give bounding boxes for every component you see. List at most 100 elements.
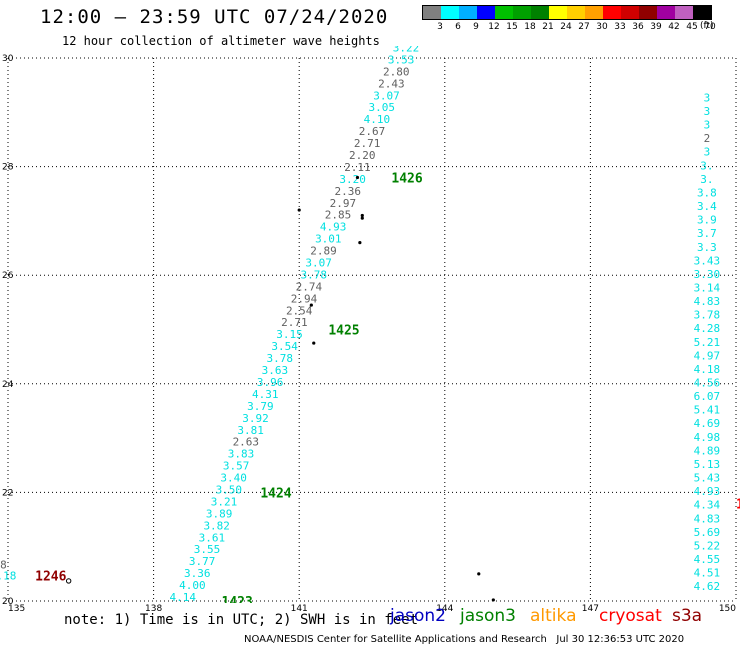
wave-height-label: 3.12	[407, 6, 434, 19]
wave-height-label: 3.43	[694, 254, 721, 267]
wave-height-label: 5.43	[694, 472, 721, 485]
data-point-marker	[358, 241, 362, 245]
wave-height-label: 3.60	[412, 0, 439, 7]
wave-height-label: 2.67	[359, 125, 386, 138]
wave-height-label: 3.30	[694, 268, 721, 281]
legend-label: 12	[488, 22, 500, 32]
x-tick-label: 147	[582, 604, 599, 614]
wave-height-label: 3.78	[267, 352, 294, 365]
wave-height-label: 3.50	[216, 483, 243, 496]
legend-swatch	[495, 6, 513, 19]
wave-height-label: 3.	[700, 173, 713, 186]
legend-swatch	[675, 6, 693, 19]
wave-height-label: 2.80	[383, 65, 410, 78]
wave-height-label: 4.51	[694, 567, 721, 580]
wave-height-label: 5.21	[694, 336, 721, 349]
legend-label: 9	[473, 22, 479, 32]
wave-height-label: 3.8	[697, 186, 717, 199]
wave-height-label: 4.69	[694, 417, 721, 430]
wave-height-label: 2.48	[0, 558, 7, 571]
wave-height-label: 5.69	[694, 526, 721, 539]
x-tick-label: 135	[8, 604, 25, 614]
wave-height-label: 3.3	[697, 241, 717, 254]
legend-swatch	[459, 6, 477, 19]
pass-time-label: 1	[736, 497, 740, 512]
pass-time-label: 1426	[391, 171, 422, 186]
wave-height-label: 4.83	[694, 512, 721, 525]
legend-swatch	[423, 6, 441, 19]
legend-swatch	[531, 6, 549, 19]
footer-notes: note: 1) Time is in UTC; 2) SWH is in fe…	[64, 612, 419, 628]
legend-label: 21	[542, 22, 554, 32]
wave-height-label: 2.63	[233, 436, 260, 449]
wave-height-label: 4.83	[694, 295, 721, 308]
y-tick-label: 30	[2, 54, 14, 64]
wave-height-label: 3.14	[694, 281, 721, 294]
wave-height-label: 3.61	[199, 531, 226, 544]
satellite-label-cryosat: cryosat	[599, 606, 662, 626]
wave-height-label: 2.36	[334, 185, 361, 198]
wave-height-label: 6.07	[694, 390, 721, 403]
wave-height-label: 2.76	[402, 18, 429, 31]
satellite-label-s3a: s3a	[672, 606, 703, 626]
x-tick-label: 144	[436, 604, 453, 614]
y-tick-label: 20	[2, 597, 14, 607]
wave-height-label: 3.04	[398, 30, 425, 43]
wave-height-label: 3.96	[257, 376, 284, 389]
wave-height-label: 3.4	[697, 200, 717, 213]
wave-height-label: 3.63	[262, 364, 289, 377]
legend-swatch	[585, 6, 603, 19]
legend-swatch	[549, 6, 567, 19]
legend-label: 42	[668, 22, 680, 32]
wave-height-label: 3	[704, 91, 711, 104]
wave-height-label: 3.57	[223, 460, 250, 473]
track-group: 3.182.482.973.113.232.604.1812464.144.00…	[0, 0, 740, 610]
satellite-label-jason3: jason3	[460, 606, 516, 626]
wave-height-label: 2.71	[354, 137, 381, 150]
legend-label: 30	[596, 22, 608, 32]
wave-height-label: 2.97	[330, 197, 357, 210]
legend-label: 6	[455, 22, 461, 32]
legend-labels: 3 6 9 12 15 18 21 24 27 30 33 36 39 42 45 70	[422, 20, 716, 34]
wave-height-label: 2.94	[291, 292, 318, 305]
wave-height-label: 3.55	[194, 543, 221, 556]
legend-label: 36	[632, 22, 644, 32]
pass-time-label: 1423	[222, 595, 253, 610]
legend-units: (ft)	[700, 21, 714, 31]
wave-height-label: 3.53	[388, 53, 415, 66]
wave-height-label: 3.92	[242, 412, 269, 425]
wave-height-label: 4.62	[694, 580, 721, 593]
wave-height-label: 3.07	[305, 257, 332, 270]
wave-height-label: 4.97	[694, 349, 721, 362]
wave-height-label: 2.85	[325, 209, 352, 222]
legend-swatch	[477, 6, 495, 19]
wave-height-label: 2.89	[310, 245, 337, 258]
wave-height-label: 4.93	[694, 485, 721, 498]
wave-height-label: 2.43	[378, 77, 405, 90]
pass-time-label: 1246	[35, 569, 66, 584]
wave-height-label: 3.18	[0, 569, 16, 582]
legend-label: 3	[437, 22, 443, 32]
wave-height-label: 3.21	[211, 495, 238, 508]
wave-height-label: 3.89	[206, 507, 233, 520]
data-point-marker	[491, 598, 495, 602]
wave-height-label: 4.14	[169, 591, 196, 604]
legend-label: 18	[524, 22, 536, 32]
wave-height-label: 4.34	[694, 499, 721, 512]
wave-height-label: 4.89	[694, 444, 721, 457]
x-tick-label: 150	[719, 604, 736, 614]
legend-swatch	[513, 6, 531, 19]
wave-height-label: 3.20	[339, 173, 366, 186]
wave-height-label: 3.81	[237, 424, 264, 437]
wave-height-label: 3.36	[184, 567, 211, 580]
legend-swatch	[693, 6, 711, 19]
wave-height-label: 3.78	[301, 268, 328, 281]
wave-height-label: 3.	[700, 159, 713, 172]
legend-swatch	[657, 6, 675, 19]
pass-time-label: 1424	[260, 486, 291, 501]
wave-height-label: 2	[704, 132, 711, 145]
y-tick-label: 28	[2, 163, 14, 173]
legend-swatch	[567, 6, 585, 19]
data-point-marker	[477, 572, 481, 576]
